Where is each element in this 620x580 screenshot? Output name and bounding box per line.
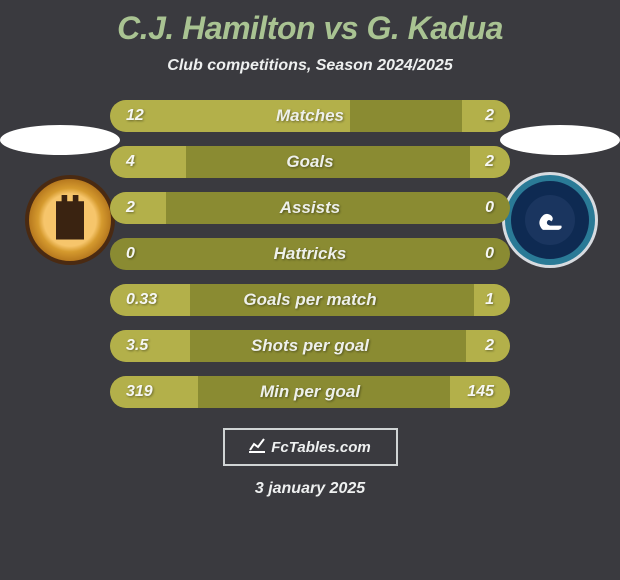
site-name: FcTables.com [271,439,370,456]
stat-value-left: 0.33 [110,291,173,309]
stat-row: 319145Min per goal [110,376,510,408]
stat-value-left: 319 [110,383,169,401]
stat-value-right: 2 [469,107,510,125]
stat-value-right: 0 [469,199,510,217]
stat-row: 3.52Shots per goal [110,330,510,362]
stat-value-left: 0 [110,245,151,263]
club-badge-left [25,175,115,265]
stat-value-right: 0 [469,245,510,263]
stat-row: 42Goals [110,146,510,178]
stat-value-right: 2 [469,337,510,355]
generation-date: 3 january 2025 [0,480,620,498]
stat-row: 122Matches [110,100,510,132]
stat-value-left: 2 [110,199,151,217]
player-right-photo [500,125,620,155]
stat-row: 2 0Assists [110,192,510,224]
stat-value-left: 4 [110,153,151,171]
blackpool-tower-icon [56,195,84,240]
site-link[interactable]: FcTables.com [223,428,398,466]
comparison-title: C.J. Hamilton vs G. Kadua [0,10,620,47]
club-badge-right [505,175,595,265]
stat-label: Assists [110,198,510,218]
stat-value-right: 145 [451,383,510,401]
wycombe-swan-icon [525,195,575,245]
stat-row: 0.331Goals per match [110,284,510,316]
player-left-photo [0,125,120,155]
stat-label: Hattricks [110,244,510,264]
comparison-subtitle: Club competitions, Season 2024/2025 [0,57,620,75]
stat-value-left: 12 [110,107,160,125]
stat-value-right: 1 [469,291,510,309]
fctables-logo-icon [249,437,265,457]
stat-value-left: 3.5 [110,337,164,355]
stats-panel: 122Matches42Goals20Assists00Hattricks0.3… [110,100,510,408]
stat-row: 0 0Hattricks [110,238,510,270]
stat-value-right: 2 [469,153,510,171]
